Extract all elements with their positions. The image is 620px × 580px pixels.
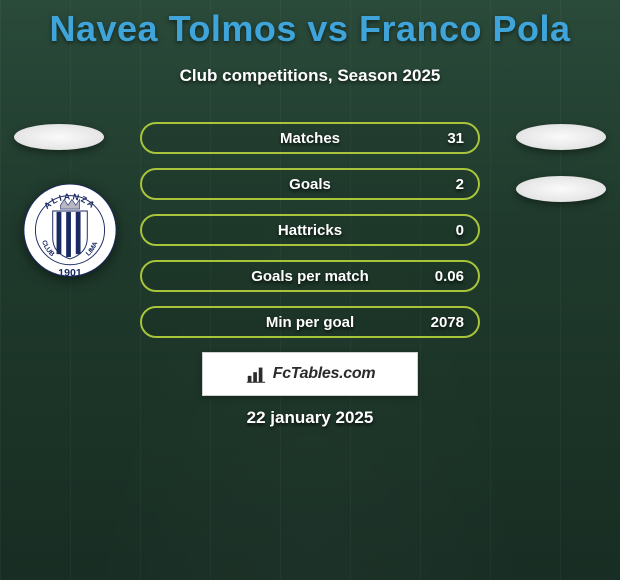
stat-bars: Matches 31 Goals 2 Hattricks 0 Goals per… — [140, 122, 480, 352]
root: Navea Tolmos vs Franco Pola Club competi… — [0, 0, 620, 580]
stat-label: Goals — [142, 176, 478, 193]
crest-year: 1901 — [58, 267, 82, 279]
stat-value: 0 — [456, 222, 464, 239]
date: 22 january 2025 — [0, 408, 620, 428]
club-crest: ALIANZA CLUB LIMA 1901 — [22, 182, 118, 286]
brand-text: FcTables.com — [273, 365, 376, 383]
bar-chart-icon — [245, 363, 267, 385]
player-photo-placeholder-right-1 — [516, 124, 606, 150]
stat-bar: Goals per match 0.06 — [140, 260, 480, 292]
stat-value: 2078 — [431, 314, 464, 331]
stat-bar: Goals 2 — [140, 168, 480, 200]
stat-label: Matches — [142, 130, 478, 147]
stat-label: Hattricks — [142, 222, 478, 239]
page-title: Navea Tolmos vs Franco Pola — [0, 0, 620, 50]
subtitle: Club competitions, Season 2025 — [0, 66, 620, 86]
player-photo-placeholder-left — [14, 124, 104, 150]
stat-bar: Hattricks 0 — [140, 214, 480, 246]
stat-label: Goals per match — [142, 268, 478, 285]
player-photo-placeholder-right-2 — [516, 176, 606, 202]
stat-value: 31 — [447, 130, 464, 147]
stat-bar: Matches 31 — [140, 122, 480, 154]
brand-box: FcTables.com — [202, 352, 418, 396]
stat-value: 2 — [456, 176, 464, 193]
stat-value: 0.06 — [435, 268, 464, 285]
stat-bar: Min per goal 2078 — [140, 306, 480, 338]
stat-label: Min per goal — [142, 314, 478, 331]
